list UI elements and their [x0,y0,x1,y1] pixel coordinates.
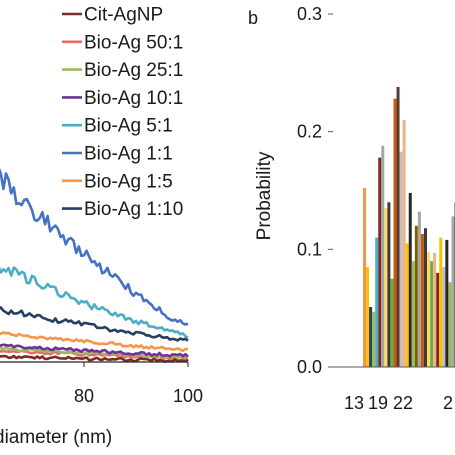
bar [399,151,403,367]
panel-a-series-group [0,167,189,364]
panel-a-line-chart: 80 100 diameter (nm) Cit-AgNP Bio-Ag 50:1 B… [0,5,203,448]
panel-a-x-tick-label: 80 [74,386,94,406]
panel-b-label: b [248,8,258,28]
legend-entry: Bio-Ag 1:5 [84,171,173,192]
bar [366,267,370,367]
bar [414,225,418,367]
bar [451,216,455,367]
series-line-bio-ag-1-1 [0,167,189,326]
bar [405,243,409,367]
bar [369,307,373,367]
series-line-bio-ag-5-1 [0,266,189,339]
bar [381,145,385,367]
panel-b-x-tick-label: 22 [393,393,413,413]
bar [430,261,434,367]
legend-entry: Bio-Ag 25:1 [84,60,183,81]
bar [420,234,424,367]
panel-b-bar-chart: b Probability 0.00.10.20.3 13 19 22 2 [248,4,455,413]
panel-b-y-tick-label: 0.1 [297,239,322,259]
panel-b-y-tick-label: 0.0 [297,357,322,377]
bar [442,267,446,367]
series-line-bio-ag-10-1 [0,343,189,358]
series-line-bio-ag-1-5 [0,331,189,353]
legend-entry: Bio-Ag 50:1 [84,32,183,53]
legend-entry: Cit-AgNP [84,5,163,26]
bar [448,282,452,367]
bar [378,157,382,367]
panel-b-bars [363,87,455,368]
panel-a-x-ticks: 80 100 [74,362,203,406]
panel-a-legend: Cit-AgNP Bio-Ag 50:1 Bio-Ag 25:1 Bio-Ag 10:… [62,5,183,220]
panel-b-x-tick-label: 19 [368,393,388,413]
panel-b-x-ticks: 13 19 22 2 [344,393,453,413]
bar [372,311,376,367]
bar [396,87,400,367]
bar [417,211,421,367]
bar [393,98,397,367]
bar [384,208,388,367]
legend-entry: Bio-Ag 5:1 [84,116,173,137]
panel-b-x-tick-label: 13 [344,393,364,413]
bar [427,251,431,367]
panel-b-y-ticks: 0.0 0.1 0.2 0.3 [297,4,333,377]
panel-b-y-tick-label: 0.3 [297,4,322,24]
bar [390,278,394,368]
panel-b-x-tick-label: 2 [443,393,453,413]
panel-a-x-axis-title: diameter (nm) [0,427,112,448]
legend-entry: Bio-Ag 1:10 [84,199,183,220]
bar [433,252,437,367]
bar [436,272,440,367]
bar [387,202,391,367]
bar [411,261,415,367]
panel-a-x-tick-label: 100 [173,386,203,406]
legend-entry: Bio-Ag 1:1 [84,144,173,165]
panel-b-y-axis-title: Probability [254,151,275,240]
bar [424,228,427,367]
bar [375,237,379,367]
panel-b-y-tick-label: 0.2 [297,122,322,142]
legend-entry: Bio-Ag 10:1 [84,88,183,109]
bar [402,119,406,368]
bar [445,239,449,367]
bar [408,192,412,367]
series-line-cit-agnp [0,354,189,364]
series-line-bio-ag-1-10 [0,306,189,342]
bar [363,188,366,367]
bar [439,237,443,367]
